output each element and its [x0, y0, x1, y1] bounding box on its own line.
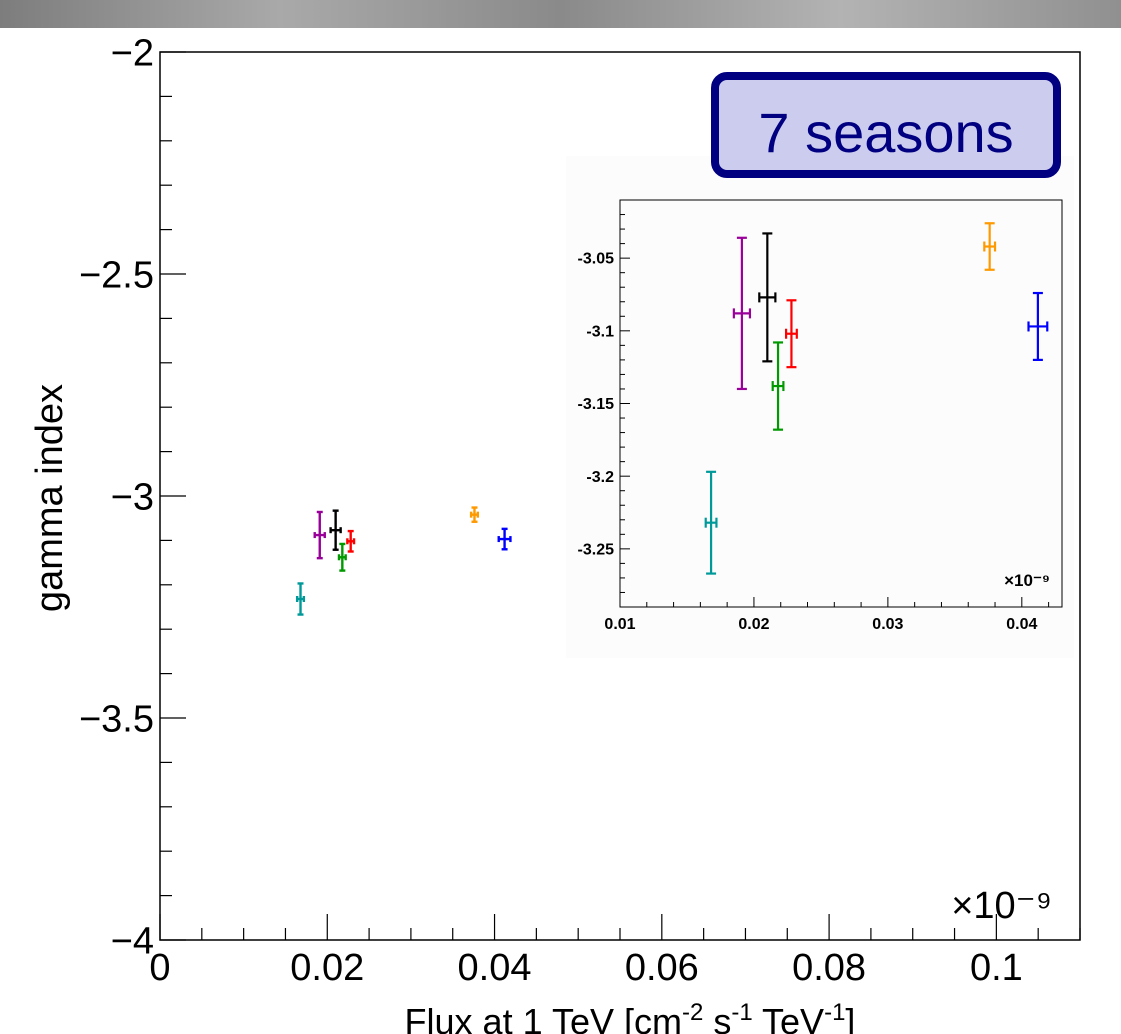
- main-x-tick-label: 0.04: [458, 947, 532, 989]
- inset-data-point: [784, 299, 798, 369]
- main-x-tick-label: 0.1: [970, 947, 1023, 989]
- main-y-tick-label: −4: [111, 920, 154, 962]
- main-data-point: [313, 510, 326, 560]
- inset-y-tick-label: -3.2: [586, 469, 614, 486]
- inset-data-point: [771, 341, 785, 431]
- main-x-tick-label: 0.02: [290, 947, 364, 989]
- main-data-point: [295, 582, 306, 616]
- inset-x-multiplier-label: ×10⁻⁹: [1004, 571, 1050, 590]
- inset-data-point: [1027, 291, 1049, 361]
- inset-y-tick-label: -3.25: [578, 541, 615, 558]
- inset-data-point: [758, 232, 777, 363]
- seasons-label-box: 7 seasons: [711, 72, 1061, 178]
- main-x-tick-label: 0.08: [792, 947, 866, 989]
- inset-data-point: [732, 236, 752, 391]
- inset-data-point: [704, 470, 718, 575]
- y-axis-label: gamma index: [29, 384, 71, 612]
- inset-data-point: [983, 222, 997, 271]
- seasons-box-frame: [711, 72, 1061, 178]
- seasons-label: 7 seasons: [758, 101, 1013, 164]
- main-data-point: [469, 506, 480, 523]
- inset-x-tick-label: 0.02: [738, 616, 769, 633]
- main-data-point: [346, 529, 356, 553]
- main-data-point: [497, 527, 512, 551]
- main-data-point: [329, 509, 342, 551]
- inset-x-tick-label: 0.01: [604, 616, 635, 633]
- inset-y-tick-label: -3.15: [578, 396, 615, 413]
- x-multiplier-label: ×10⁻⁹: [951, 885, 1052, 927]
- inset-y-tick-label: -3.1: [586, 323, 614, 340]
- inset-x-tick-label: 0.04: [1006, 616, 1037, 633]
- main-x-tick-label: 0.06: [625, 947, 699, 989]
- main-y-tick-label: −2: [111, 32, 154, 74]
- main-y-tick-label: −2.5: [79, 254, 154, 296]
- main-x-tick-label: 0: [149, 947, 170, 989]
- main-y-tick-label: −3.5: [79, 698, 154, 740]
- main-data-point: [337, 542, 347, 572]
- top-background-strip: [0, 0, 1121, 28]
- inset-x-tick-label: 0.03: [872, 616, 903, 633]
- main-plot-area: 0 0.02 0.04 0.06 0.08 0.1 −4 −3.5 −3 −2.5 −2: [79, 32, 1081, 989]
- inset-background: [620, 200, 1062, 607]
- main-y-tick-label: −3: [111, 476, 154, 518]
- inset-plot-area: 0.01 0.02 0.03 0.04 -3.25 -3.2 -3.15 -3.1 -3.05 ×…: [566, 156, 1074, 658]
- inset-y-tick-label: -3.05: [578, 251, 615, 268]
- x-axis-label: Flux at 1 TeV [cm-2 s-1 TeV-1]: [405, 999, 856, 1034]
